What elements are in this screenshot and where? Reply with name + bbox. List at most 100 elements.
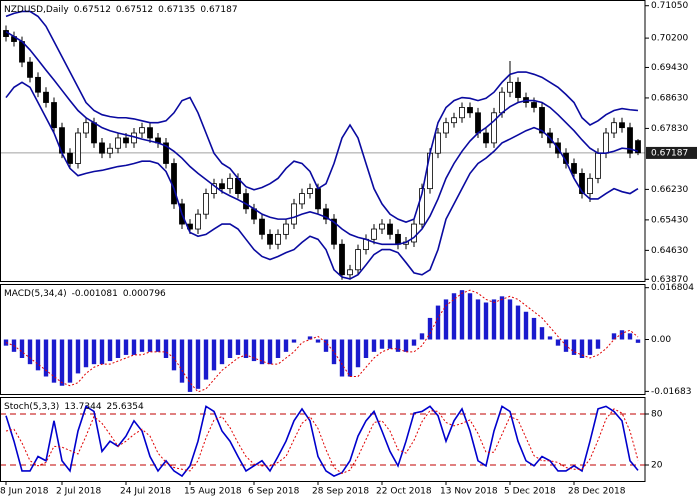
y-tick-label: 0.67830	[651, 124, 688, 134]
panel-header: MACD(5,34,4) -0.001081 0.000796	[4, 289, 166, 299]
histogram-bar	[619, 330, 625, 340]
indicator-line	[5, 289, 639, 393]
panel-title: Stoch(5,3,3)	[4, 402, 59, 412]
candle-body	[91, 122, 97, 144]
candle-body	[43, 91, 49, 103]
header-value: 0.67135	[158, 5, 195, 15]
histogram-bar	[19, 339, 25, 358]
histogram-bar	[395, 339, 401, 352]
y-tick-label: 0.63870	[651, 275, 688, 285]
histogram-bar	[315, 339, 321, 343]
histogram-bar	[259, 339, 265, 365]
histogram-bar	[331, 339, 337, 365]
histogram-bar	[571, 339, 577, 355]
indicator-line	[5, 10, 639, 224]
candle-body	[211, 183, 217, 194]
panel-header: Stoch(5,3,3) 13.7344 25.6354	[4, 402, 144, 412]
y-tick-label: 0.68630	[651, 93, 688, 103]
candle-body	[595, 152, 601, 179]
candle-body	[459, 107, 465, 119]
histogram-bar	[411, 339, 417, 346]
candle-body	[379, 223, 385, 230]
histogram-bar	[179, 339, 185, 383]
candle-body	[331, 218, 337, 245]
histogram-bar	[227, 339, 233, 358]
y-tick-label: 20	[651, 461, 663, 471]
candle-body	[227, 177, 233, 190]
histogram-bar	[403, 339, 409, 352]
candle-body	[587, 177, 593, 194]
histogram-bar	[43, 339, 49, 377]
y-tick-label: 0.66230	[651, 185, 688, 195]
histogram-bar	[243, 339, 249, 358]
candle-body	[195, 213, 201, 230]
candle-body	[35, 76, 41, 93]
histogram-bar	[371, 339, 377, 352]
indicator-line	[5, 405, 639, 478]
x-tick-label: 8 Jun 2018	[0, 487, 49, 497]
candle-body	[275, 233, 281, 245]
candle-body	[267, 233, 273, 245]
candle-body	[259, 218, 265, 235]
histogram-bar	[147, 339, 153, 352]
candle-body	[19, 41, 25, 63]
histogram-bar	[443, 299, 449, 340]
histogram-bar	[51, 339, 57, 383]
x-tick-label: 5 Dec 2018	[504, 487, 556, 497]
histogram-bar	[491, 299, 497, 340]
candle-body	[483, 132, 489, 144]
x-tick-label: 2 Jul 2018	[56, 487, 101, 497]
candle-body	[443, 122, 449, 134]
candle-body	[83, 122, 89, 134]
histogram-bar	[355, 339, 361, 368]
candle-body	[491, 112, 497, 144]
candle-body	[307, 188, 313, 194]
histogram-bar	[531, 317, 537, 340]
y-tick-label: 0.65430	[651, 215, 688, 225]
histogram-bar	[115, 339, 121, 358]
histogram-bar	[363, 339, 369, 358]
candle-body	[51, 102, 57, 129]
candle-body	[339, 243, 345, 276]
candle-body	[571, 163, 577, 174]
header-value: -0.001081	[72, 289, 118, 299]
candle-body	[123, 137, 129, 144]
indicator-line	[5, 408, 639, 475]
histogram-bar	[187, 339, 193, 392]
histogram-bar	[155, 339, 161, 352]
histogram-bar	[67, 339, 73, 383]
histogram-bar	[307, 336, 313, 340]
candle-body	[507, 81, 513, 93]
histogram-bar	[139, 339, 145, 352]
histogram-bar	[379, 339, 385, 349]
histogram-bar	[235, 339, 241, 355]
candle-body	[411, 223, 417, 243]
histogram-bar	[59, 339, 65, 386]
histogram-bar	[347, 339, 353, 377]
candle-body	[611, 122, 617, 134]
header-value: 0.67512	[74, 5, 111, 15]
candle-body	[163, 142, 169, 164]
histogram-bar	[251, 339, 257, 362]
x-tick-label: 6 Sep 2018	[248, 487, 300, 497]
histogram-bar	[611, 333, 617, 340]
histogram-bar	[523, 311, 529, 340]
histogram-bar	[539, 327, 545, 340]
candle-body	[283, 223, 289, 235]
histogram-bar	[27, 339, 33, 365]
header-value: 0.67187	[200, 5, 237, 15]
x-tick-label: 13 Nov 2018	[440, 487, 498, 497]
candle-body	[467, 107, 473, 114]
header-value: 25.6354	[107, 402, 144, 412]
candle-body	[27, 61, 33, 78]
histogram-bar	[91, 339, 97, 365]
candle-body	[475, 112, 481, 134]
y-tick-label: 0.70200	[651, 34, 688, 44]
current-price-box	[646, 146, 697, 159]
histogram-bar	[507, 299, 513, 340]
histogram-bar	[203, 339, 209, 380]
histogram-bar	[211, 339, 217, 371]
candle-body	[371, 228, 377, 240]
candle-body	[499, 91, 505, 114]
candle-body	[603, 132, 609, 154]
